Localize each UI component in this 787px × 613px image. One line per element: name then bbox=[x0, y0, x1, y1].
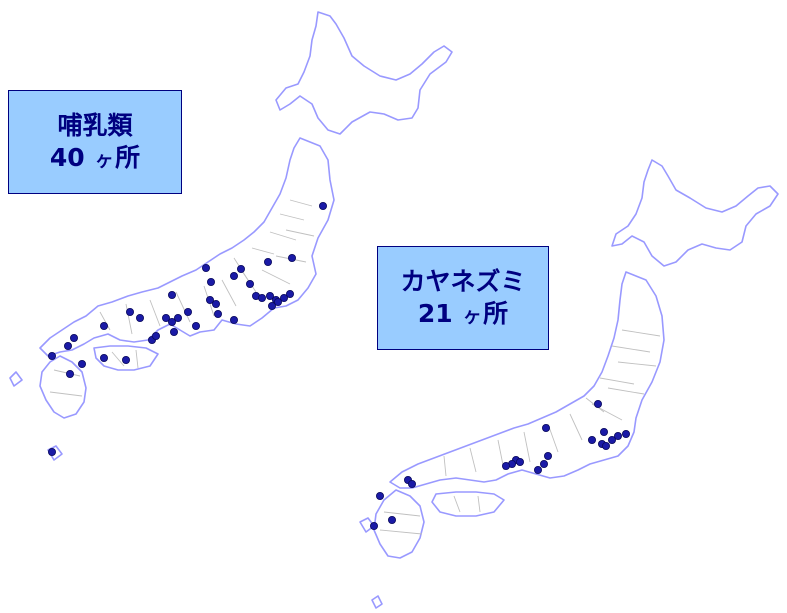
label-mammals-taxon: 哺乳類 bbox=[57, 110, 133, 140]
survey-site-mammals-28 bbox=[213, 309, 222, 318]
survey-site-harvest-mouse-12 bbox=[501, 461, 510, 470]
survey-site-mammals-1 bbox=[318, 201, 327, 210]
survey-site-mammals-8 bbox=[229, 271, 238, 280]
survey-site-harvest-mouse-18 bbox=[375, 491, 384, 500]
label-mammals-count-line: 40 ヶ所 bbox=[50, 142, 140, 175]
survey-site-mammals-32 bbox=[70, 333, 79, 342]
survey-site-mammals-27 bbox=[151, 331, 160, 340]
survey-site-mammals-22 bbox=[167, 317, 176, 326]
survey-site-mammals-9 bbox=[245, 279, 254, 288]
survey-site-mammals-33 bbox=[64, 341, 73, 350]
coastline-right bbox=[359, 159, 779, 609]
survey-site-harvest-mouse-15 bbox=[534, 465, 543, 474]
label-harvest-mouse: カヤネズミ 21 ヶ所 bbox=[377, 246, 549, 350]
survey-site-mammals-20 bbox=[183, 307, 192, 316]
survey-site-mammals-36 bbox=[122, 355, 131, 364]
survey-site-mammals-6 bbox=[167, 290, 176, 299]
survey-site-harvest-mouse-1 bbox=[594, 399, 603, 408]
survey-site-mammals-35 bbox=[100, 321, 109, 330]
label-harvest-mouse-count: 21 bbox=[417, 299, 453, 328]
survey-site-harvest-mouse-19 bbox=[387, 516, 396, 525]
survey-site-mammals-4 bbox=[263, 257, 272, 266]
survey-site-harvest-mouse-2 bbox=[542, 423, 551, 432]
survey-site-harvest-mouse-14 bbox=[540, 459, 549, 468]
survey-sites-left bbox=[48, 201, 327, 456]
survey-site-harvest-mouse-20 bbox=[369, 522, 378, 531]
survey-site-mammals-19 bbox=[211, 299, 220, 308]
survey-site-mammals-23 bbox=[161, 313, 170, 322]
survey-site-mammals-12 bbox=[265, 291, 274, 300]
survey-site-harvest-mouse-7 bbox=[588, 435, 597, 444]
survey-site-mammals-15 bbox=[273, 297, 282, 306]
label-harvest-mouse-count-line: 21 ヶ所 bbox=[418, 298, 508, 331]
survey-site-mammals-24 bbox=[135, 313, 144, 322]
survey-sites-right bbox=[369, 399, 631, 531]
survey-site-mammals-39 bbox=[66, 369, 75, 378]
survey-site-mammals-21 bbox=[173, 313, 182, 322]
survey-site-mammals-14 bbox=[267, 301, 276, 310]
survey-site-mammals-5 bbox=[287, 253, 296, 262]
survey-site-harvest-mouse-21 bbox=[544, 451, 553, 460]
label-mammals: 哺乳類 40 ヶ所 bbox=[8, 90, 182, 194]
survey-site-harvest-mouse-6 bbox=[622, 429, 631, 438]
survey-site-mammals-31 bbox=[169, 327, 178, 336]
survey-site-mammals-11 bbox=[257, 293, 266, 302]
survey-site-mammals-29 bbox=[229, 315, 238, 324]
label-mammals-unit-sho: 所 bbox=[115, 143, 141, 172]
label-mammals-count: 40 bbox=[49, 143, 85, 172]
survey-site-mammals-18 bbox=[205, 295, 214, 304]
survey-site-mammals-17 bbox=[285, 289, 294, 298]
label-harvest-mouse-taxon: カヤネズミ bbox=[400, 266, 526, 296]
survey-site-harvest-mouse-9 bbox=[602, 441, 611, 450]
survey-site-mammals-25 bbox=[126, 307, 135, 316]
label-mammals-unit-ke: ヶ bbox=[94, 150, 114, 171]
survey-site-mammals-30 bbox=[191, 321, 200, 330]
survey-site-mammals-3 bbox=[236, 264, 245, 273]
survey-site-harvest-mouse-3 bbox=[600, 427, 609, 436]
survey-site-mammals-40 bbox=[48, 447, 57, 456]
survey-site-harvest-mouse-4 bbox=[608, 435, 617, 444]
prefecture-borders-right bbox=[379, 329, 661, 535]
label-harvest-mouse-unit-ke: ヶ bbox=[462, 306, 482, 327]
survey-site-mammals-34 bbox=[48, 351, 57, 360]
survey-site-mammals-16 bbox=[279, 293, 288, 302]
survey-site-mammals-38 bbox=[78, 359, 87, 368]
survey-site-harvest-mouse-13 bbox=[516, 457, 525, 466]
survey-site-harvest-mouse-5 bbox=[614, 431, 623, 440]
coastline-left bbox=[9, 11, 453, 461]
label-harvest-mouse-unit-sho: 所 bbox=[483, 299, 509, 328]
survey-site-mammals-37 bbox=[100, 353, 109, 362]
survey-site-harvest-mouse-17 bbox=[407, 479, 416, 488]
survey-site-mammals-2 bbox=[201, 263, 210, 272]
survey-site-mammals-7 bbox=[206, 277, 215, 286]
